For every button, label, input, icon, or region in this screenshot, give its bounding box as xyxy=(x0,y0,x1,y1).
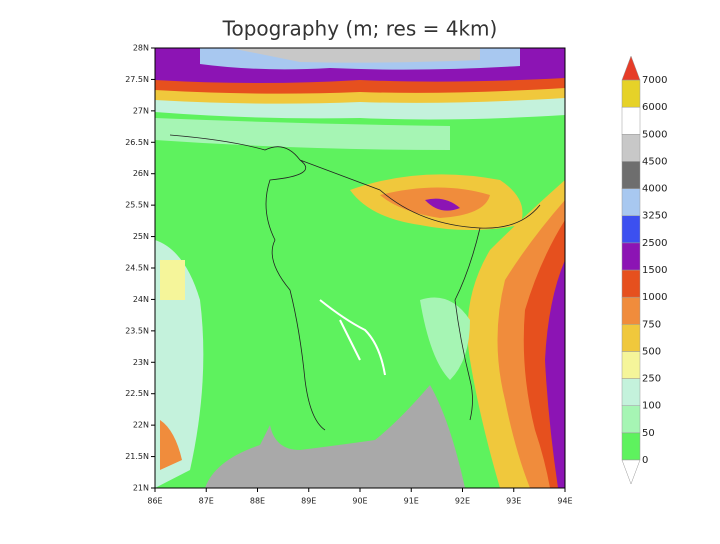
lat-label: 27.5N xyxy=(125,75,149,84)
lat-label: 23.5N xyxy=(125,326,149,335)
colorbar-segment xyxy=(621,351,641,379)
colorbar-segment xyxy=(621,134,641,162)
colorbar-label: 7000 xyxy=(642,75,667,86)
lat-label: 25.5N xyxy=(125,201,149,210)
lat-label: 21N xyxy=(133,484,149,493)
colorbar-label: 50 xyxy=(642,428,655,439)
lon-label: 94E xyxy=(557,497,572,506)
colorbar-label: 4500 xyxy=(642,156,667,167)
colorbar-label: 2500 xyxy=(642,238,667,249)
lat-label: 21.5N xyxy=(125,452,149,461)
colorbar-label: 100 xyxy=(642,401,661,412)
colorbar-under xyxy=(621,459,641,485)
colorbar-segment xyxy=(621,79,641,108)
colorbar-label: 250 xyxy=(642,374,661,385)
colorbar-segment xyxy=(621,269,641,298)
colorbar-segment xyxy=(621,405,641,434)
colorbar-over xyxy=(621,55,641,81)
lat-label: 22N xyxy=(133,421,149,430)
lat-label: 26.5N xyxy=(125,138,149,147)
colorbar-segment xyxy=(621,161,641,189)
lon-label: 90E xyxy=(352,497,367,506)
lon-label: 86E xyxy=(147,497,162,506)
lon-label: 93E xyxy=(506,497,521,506)
lon-label: 89E xyxy=(301,497,316,506)
lat-label: 26N xyxy=(133,169,149,178)
colorbar-label: 4000 xyxy=(642,184,667,195)
colorbar-label: 500 xyxy=(642,346,661,357)
colorbar-segment xyxy=(621,106,641,135)
lon-label: 91E xyxy=(404,497,419,506)
colorbar-label: 0 xyxy=(642,455,648,466)
lat-label: 24.5N xyxy=(125,264,149,273)
lon-label: 88E xyxy=(250,497,265,506)
colorbar-label: 1500 xyxy=(642,265,667,276)
colorbar-segment xyxy=(621,432,641,461)
lon-label: 92E xyxy=(455,497,470,506)
colorbar-segment xyxy=(621,215,641,244)
axes: 28N 27.5N 27N 26.5N 26N 25.5N 25N 24.5N 24N 23.5N… xyxy=(125,44,572,506)
colorbar-label: 1000 xyxy=(642,292,667,303)
lat-label: 22.5N xyxy=(125,389,149,398)
lat-label: 25N xyxy=(133,232,149,241)
lon-label: 87E xyxy=(199,497,214,506)
colorbar-segment xyxy=(621,242,641,271)
colorbar-label: 750 xyxy=(642,319,661,330)
colorbar-label: 6000 xyxy=(642,102,667,113)
colorbar: 0 50 100 250 500 750 1000 1500 2500 3250 4000 4500 5… xyxy=(621,55,667,485)
colorbar-segment xyxy=(621,296,641,325)
colorbar-segment xyxy=(621,378,641,406)
colorbar-label: 3250 xyxy=(642,211,667,222)
colorbar-segment xyxy=(621,324,641,352)
lat-label: 24N xyxy=(133,295,149,304)
map xyxy=(155,48,565,488)
colorbar-segment xyxy=(621,188,641,216)
lat-label: 23N xyxy=(133,358,149,367)
lat-label: 27N xyxy=(133,106,149,115)
title: Topography (m; res = 4km) xyxy=(222,17,498,41)
lat-label: 28N xyxy=(133,44,149,53)
colorbar-label: 5000 xyxy=(642,129,667,140)
